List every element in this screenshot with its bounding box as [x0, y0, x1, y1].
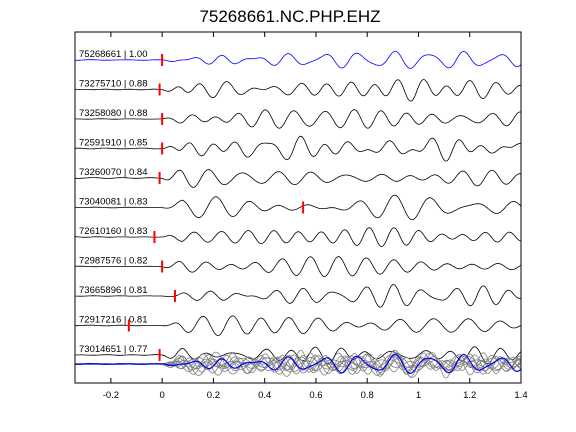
trace-label: 75268661 | 1.00 — [79, 49, 148, 60]
trace-line — [75, 169, 522, 188]
chart-title: 75268661.NC.PHP.EHZ — [199, 7, 380, 26]
trace-line — [75, 50, 522, 69]
trace-line — [74, 79, 522, 102]
x-tick-label: 0.2 — [207, 390, 220, 401]
trace-label: 72987576 | 0.82 — [79, 256, 148, 267]
trace-line — [75, 315, 522, 337]
x-tick-label: -0.2 — [103, 390, 119, 401]
trace-line — [74, 227, 522, 248]
trace-label: 73665896 | 0.81 — [79, 285, 148, 296]
trace-label: 73275710 | 0.88 — [79, 79, 148, 90]
trace-label: 72610160 | 0.83 — [79, 226, 148, 237]
trace-label: 72917216 | 0.81 — [79, 315, 148, 326]
x-tick-label: 0 — [160, 390, 165, 401]
trace-label: 73014651 | 0.77 — [79, 344, 148, 355]
x-tick-label: 1.2 — [463, 390, 476, 401]
x-axis: -0.2 0 0.2 0.4 0.6 0.8 1 1.2 1.4 — [103, 32, 528, 401]
trace-line — [75, 135, 522, 162]
x-tick-label: 0.4 — [258, 390, 271, 401]
stack-overlay-group — [74, 349, 522, 379]
trace-label: 73258080 | 0.88 — [79, 108, 148, 119]
x-tick-label: 1.4 — [514, 390, 527, 401]
x-tick-label: 0.6 — [309, 390, 322, 401]
stack-reference-line — [75, 353, 522, 374]
trace-line — [75, 194, 522, 221]
trace-line — [75, 109, 522, 129]
trace-label: 73040081 | 0.83 — [79, 197, 148, 208]
trace-line — [75, 284, 522, 308]
trace-line — [75, 346, 522, 365]
plot-frame — [74, 31, 522, 384]
trace-line — [75, 256, 522, 277]
x-tick-label: 0.8 — [361, 390, 374, 401]
trace-group: 75268661 | 1.00 73275710 | 0.88 73258080 |… — [74, 49, 522, 365]
trace-label: 72591910 | 0.85 — [79, 138, 148, 149]
trace-label: 73260070 | 0.84 — [79, 167, 148, 178]
x-tick-label: 1 — [416, 390, 421, 401]
